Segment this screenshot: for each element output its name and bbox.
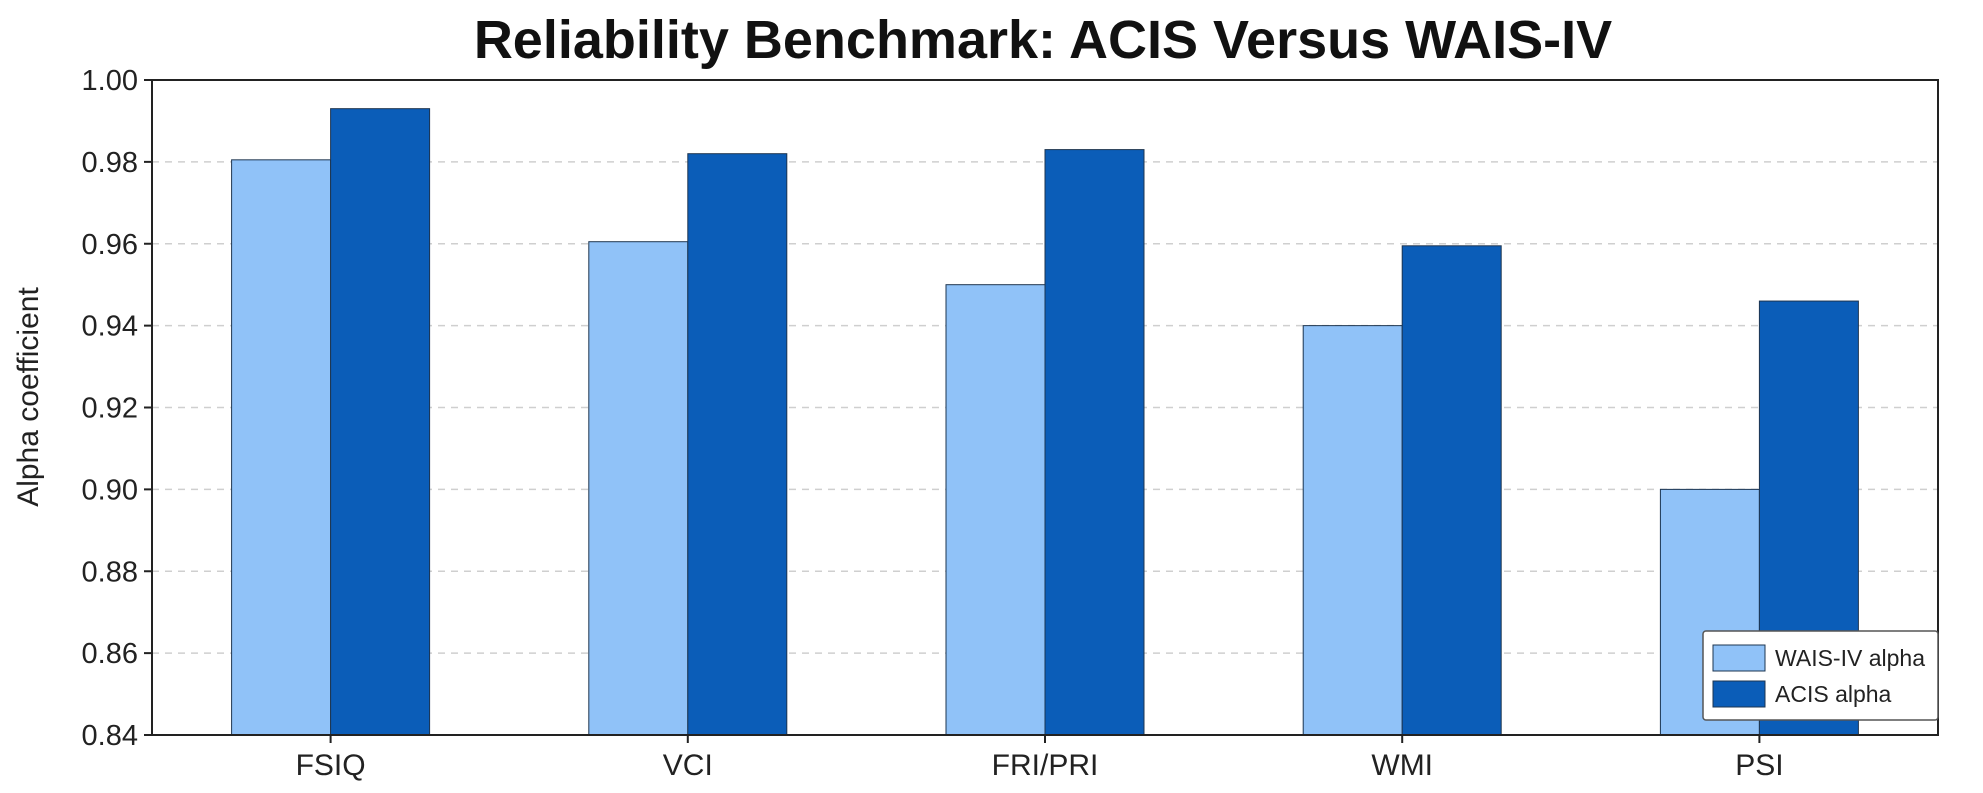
y-tick-label: 0.84 (82, 720, 138, 752)
y-tick-label: 0.90 (82, 474, 138, 506)
bar-acis-fsiq (330, 108, 431, 736)
x-tick-label: FSIQ (296, 749, 366, 782)
bar-acis-fri-pri (1044, 149, 1145, 736)
plot-area-frame (151, 79, 1939, 736)
bar-wais-iv-wmi (1302, 325, 1403, 736)
bar-acis-vci (687, 153, 788, 736)
legend: WAIS-IV alpha ACIS alpha (1702, 630, 1939, 721)
y-tick-label: 1.00 (82, 65, 138, 97)
legend-swatch (1712, 644, 1766, 672)
chart-title: Reliability Benchmark: ACIS Versus WAIS-… (474, 10, 1612, 70)
y-tick-label: 0.88 (82, 556, 138, 588)
x-tick-label: WMI (1371, 749, 1433, 782)
y-tick-label: 0.96 (82, 229, 138, 261)
bar-wais-iv-fsiq (231, 159, 332, 736)
y-tick-label: 0.92 (82, 393, 138, 425)
y-tick-label: 0.98 (82, 147, 138, 179)
y-axis-label: Alpha coefficient (12, 287, 45, 507)
gridlines (152, 161, 1938, 654)
x-tick-label: FRI/PRI (992, 749, 1099, 782)
legend-label: WAIS-IV alpha (1775, 645, 1925, 671)
legend-swatch (1712, 680, 1766, 708)
x-axis-ticks: FSIQ VCI FRI/PRI WMI PSI (296, 735, 1784, 782)
bar-wais-iv-vci (588, 241, 689, 736)
bars (231, 108, 1859, 736)
y-tick-label: 0.86 (82, 638, 138, 670)
y-tick-label: 0.94 (82, 311, 138, 343)
x-tick-label: VCI (663, 749, 713, 782)
bar-acis-wmi (1401, 245, 1502, 736)
x-tick-label: PSI (1735, 749, 1783, 782)
bar-wais-iv-fri-pri (945, 284, 1046, 736)
legend-label: ACIS alpha (1775, 681, 1892, 707)
y-axis-ticks: 0.84 0.86 0.88 0.90 0.92 0.94 0.96 0.98 1.00 (82, 65, 152, 752)
